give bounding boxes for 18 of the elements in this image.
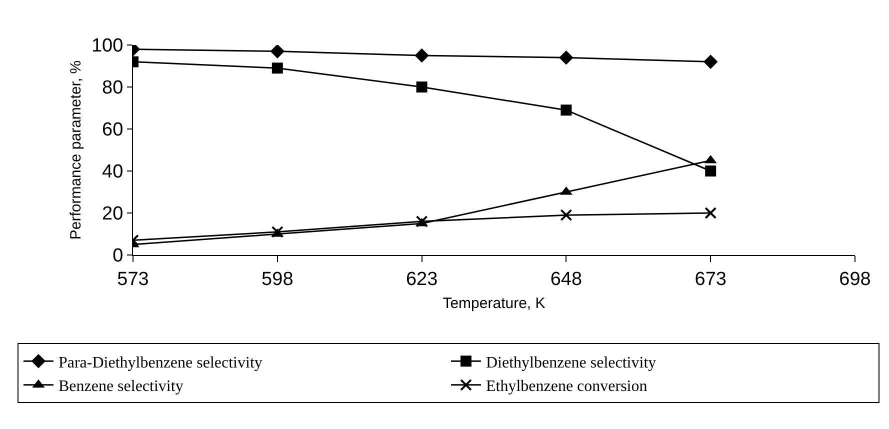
- legend-label: Ethylbenzene conversion: [486, 378, 648, 396]
- x-tick-label: 673: [694, 268, 726, 290]
- y-tick-label: 60: [102, 120, 124, 141]
- y-tick-label: 80: [102, 78, 124, 99]
- y-tick-label: 100: [91, 36, 124, 57]
- x-tick-label: 598: [262, 268, 294, 290]
- legend-label: Para-Diethylbenzene selectivity: [58, 354, 262, 372]
- x-axis-title: Temperature, K: [442, 294, 546, 312]
- y-tick-label: 0: [112, 246, 124, 267]
- y-axis-title: Performance parameter, %: [68, 60, 85, 240]
- legend-label: Benzene selectivity: [58, 378, 184, 396]
- x-tick-label: 648: [550, 268, 582, 290]
- x-tick-label: 573: [117, 268, 149, 290]
- x-tick-label: 698: [839, 268, 871, 290]
- y-tick-label: 40: [102, 162, 124, 183]
- legend-label: Diethylbenzene selectivity: [486, 354, 656, 372]
- y-tick-label: 20: [102, 204, 124, 225]
- x-tick-label: 623: [406, 268, 438, 290]
